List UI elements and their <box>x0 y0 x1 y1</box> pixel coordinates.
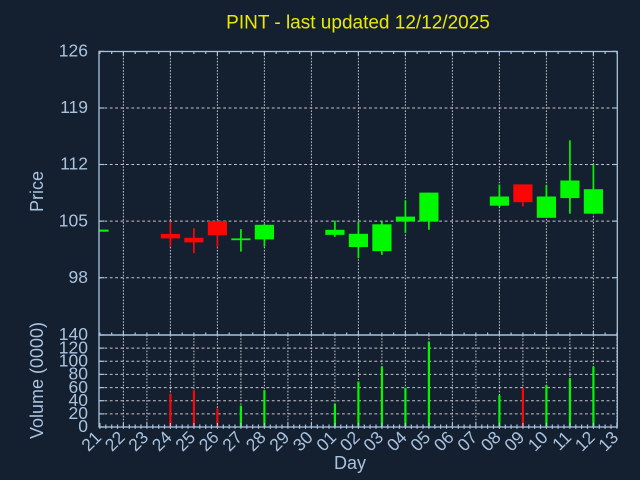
svg-text:Price: Price <box>27 171 47 212</box>
svg-text:119: 119 <box>60 97 88 117</box>
svg-text:105: 105 <box>59 210 88 230</box>
svg-text:120: 120 <box>59 337 88 357</box>
svg-text:Day: Day <box>334 453 366 473</box>
svg-text:98: 98 <box>69 267 88 287</box>
svg-text:100: 100 <box>59 351 88 371</box>
svg-text:80: 80 <box>69 364 89 384</box>
svg-text:112: 112 <box>60 154 88 174</box>
svg-text:140: 140 <box>59 324 88 344</box>
svg-text:0: 0 <box>78 416 88 436</box>
svg-text:40: 40 <box>69 390 89 410</box>
svg-text:126: 126 <box>59 41 88 61</box>
svg-text:Volume (0000): Volume (0000) <box>27 322 47 439</box>
svg-text:20: 20 <box>69 403 89 423</box>
svg-text:PINT - last updated 12/12/2025: PINT - last updated 12/12/2025 <box>226 13 490 34</box>
svg-text:60: 60 <box>69 377 89 397</box>
